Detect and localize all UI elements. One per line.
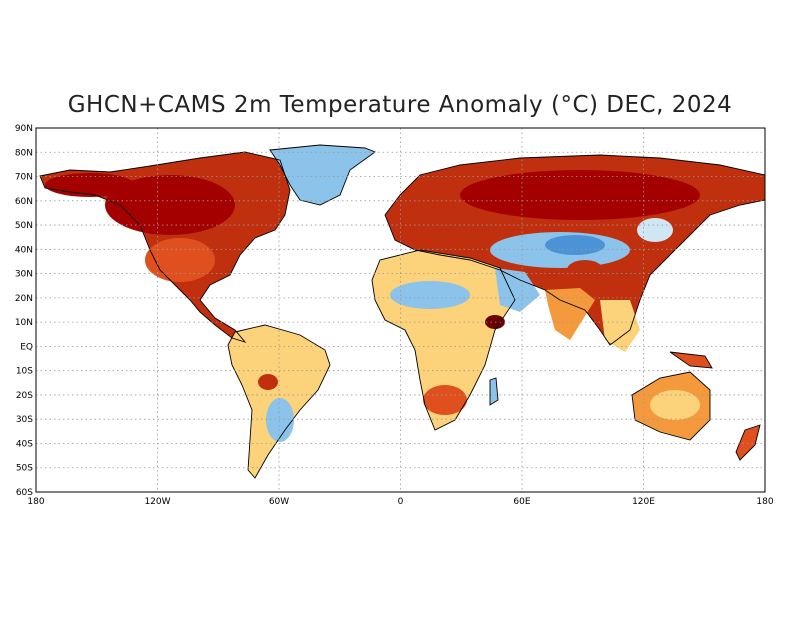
lat-tick-label: 30N xyxy=(15,270,33,280)
land-anomaly-shading xyxy=(40,145,765,478)
lat-tick-label: 80N xyxy=(15,148,33,158)
map-frame xyxy=(35,127,766,493)
southern-africa-warm xyxy=(423,385,467,415)
lat-tick-label: 70N xyxy=(15,173,33,183)
australia-interior xyxy=(650,390,700,420)
central-asia-cool-core xyxy=(545,235,605,255)
lat-tick-label: 30S xyxy=(16,415,33,425)
longitude-labels: 180 120W 60W 0 60E 120E 180 xyxy=(27,497,773,507)
lat-tick-label: EQ xyxy=(20,342,33,352)
lon-tick-label: 180 xyxy=(27,497,44,507)
lon-tick-label: 120W xyxy=(144,497,170,507)
lon-tick-label: 60W xyxy=(269,497,289,507)
argentina-cool xyxy=(266,398,294,442)
east-asia-cool xyxy=(637,218,673,242)
graticule xyxy=(36,128,765,492)
india xyxy=(545,288,595,340)
lat-tick-label: 90N xyxy=(15,124,33,134)
lat-tick-label: 20N xyxy=(15,294,33,304)
map-title: GHCN+CAMS 2m Temperature Anomaly (°C) DE… xyxy=(67,92,733,118)
canada-warm-core xyxy=(105,175,235,235)
brazil-warm-spot xyxy=(258,374,278,390)
lat-tick-label: 20S xyxy=(16,391,33,401)
tibet-warm-spot xyxy=(567,260,603,280)
southeast-asia xyxy=(600,300,640,352)
latitude-labels: 90N 80N 70N 60N 50N 40N 30N 20N 10N EQ 10S 20S 30S 40… xyxy=(15,124,33,498)
lat-tick-label: 40N xyxy=(15,245,33,255)
lon-tick-label: 180 xyxy=(756,497,773,507)
lat-tick-label: 10S xyxy=(16,367,33,377)
arabia xyxy=(495,268,540,312)
sahara-cool-patch xyxy=(390,281,470,309)
lat-tick-label: 10N xyxy=(15,318,33,328)
lon-tick-label: 60E xyxy=(513,497,530,507)
lat-tick-label: 60N xyxy=(15,197,33,207)
greenland xyxy=(270,145,375,205)
lon-tick-label: 120E xyxy=(632,497,655,507)
lon-tick-label: 0 xyxy=(398,497,404,507)
lat-tick-label: 60S xyxy=(16,488,33,498)
lat-tick-label: 40S xyxy=(16,439,33,449)
alaska-warm-core xyxy=(45,173,135,197)
lat-tick-label: 50N xyxy=(15,221,33,231)
siberia-warm-core xyxy=(460,170,700,220)
lat-tick-label: 50S xyxy=(16,464,33,474)
new-zealand xyxy=(736,425,760,460)
coastlines xyxy=(39,144,765,479)
